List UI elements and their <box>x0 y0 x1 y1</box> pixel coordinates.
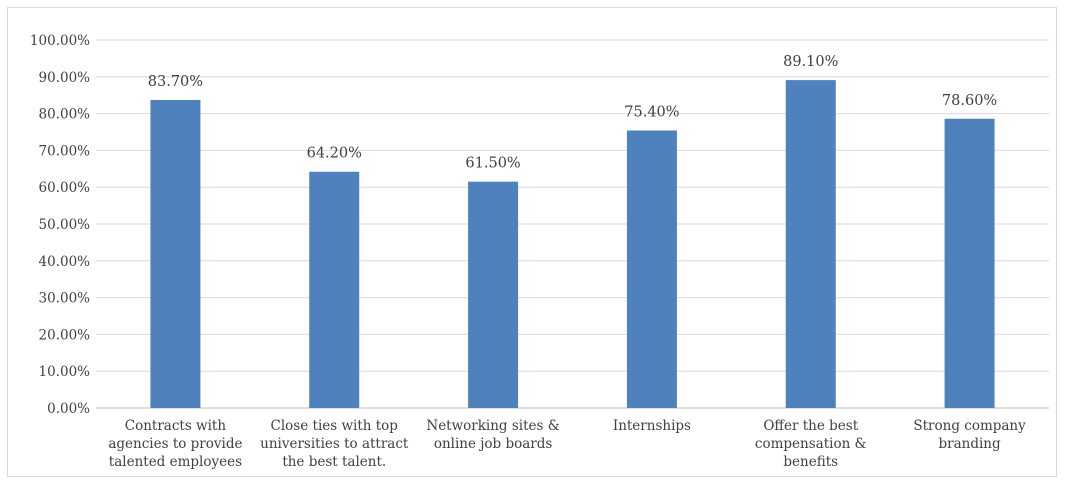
y-tick-label: 30.00% <box>39 291 91 307</box>
y-tick-label: 20.00% <box>39 327 91 343</box>
x-category-label-line: Close ties with top <box>271 418 398 434</box>
x-category-label-line: Internships <box>613 418 691 434</box>
x-category-label-line: benefits <box>783 454 838 470</box>
data-label: 64.20% <box>307 146 362 162</box>
x-category-label: Strong company branding <box>913 418 1026 452</box>
bar-chart: 0.00% 10.00% 20.00% 30.00% 40.00% 50.00% 60.00… <box>30 33 1049 470</box>
x-category-label-line: Networking sites & <box>426 418 559 434</box>
data-label: 78.60% <box>942 93 997 109</box>
y-tick-label: 40.00% <box>39 254 91 270</box>
y-tick-label: 90.00% <box>39 70 91 86</box>
x-category-label-line: branding <box>939 436 1001 452</box>
y-tick-label: 60.00% <box>39 180 91 196</box>
x-category-label-line: talented employees <box>109 454 242 470</box>
x-category-label: Offer the best compensation & benefits <box>755 418 867 470</box>
bar <box>785 80 836 408</box>
x-category-label-line: agencies to provide <box>108 436 242 452</box>
data-label: 83.70% <box>148 74 203 90</box>
x-category-label: Networking sites & online job boards <box>426 418 559 452</box>
bar <box>944 118 995 408</box>
x-category-label-line: Offer the best <box>763 418 858 434</box>
y-tick-label: 10.00% <box>39 364 91 380</box>
bar <box>626 130 677 408</box>
bar <box>468 181 519 408</box>
x-category-label: Contracts with agencies to provide talente… <box>108 418 242 470</box>
y-tick-label: 80.00% <box>39 107 91 123</box>
data-label: 75.40% <box>624 105 679 121</box>
bar <box>150 99 201 408</box>
x-category-label-line: online job boards <box>434 436 553 452</box>
data-label: 61.50% <box>465 156 520 172</box>
x-category-label-line: Contracts with <box>125 418 227 434</box>
y-tick-label: 0.00% <box>47 401 90 417</box>
data-label: 89.10% <box>783 54 838 70</box>
x-category-label-line: compensation & <box>755 436 867 452</box>
y-tick-label: 100.00% <box>30 33 90 49</box>
x-category-label-line: the best talent. <box>282 454 386 470</box>
x-category-label-line: Strong company <box>913 418 1026 434</box>
x-category-label: Close ties with top universities to attra… <box>260 418 409 470</box>
x-category-label: Internships <box>613 418 691 434</box>
chart-frame: 0.00% 10.00% 20.00% 30.00% 40.00% 50.00% 60.00… <box>7 7 1057 477</box>
y-tick-label: 70.00% <box>39 143 91 159</box>
x-category-label-line: universities to attract <box>260 436 409 452</box>
y-tick-label: 50.00% <box>39 217 91 233</box>
bar <box>309 171 360 408</box>
